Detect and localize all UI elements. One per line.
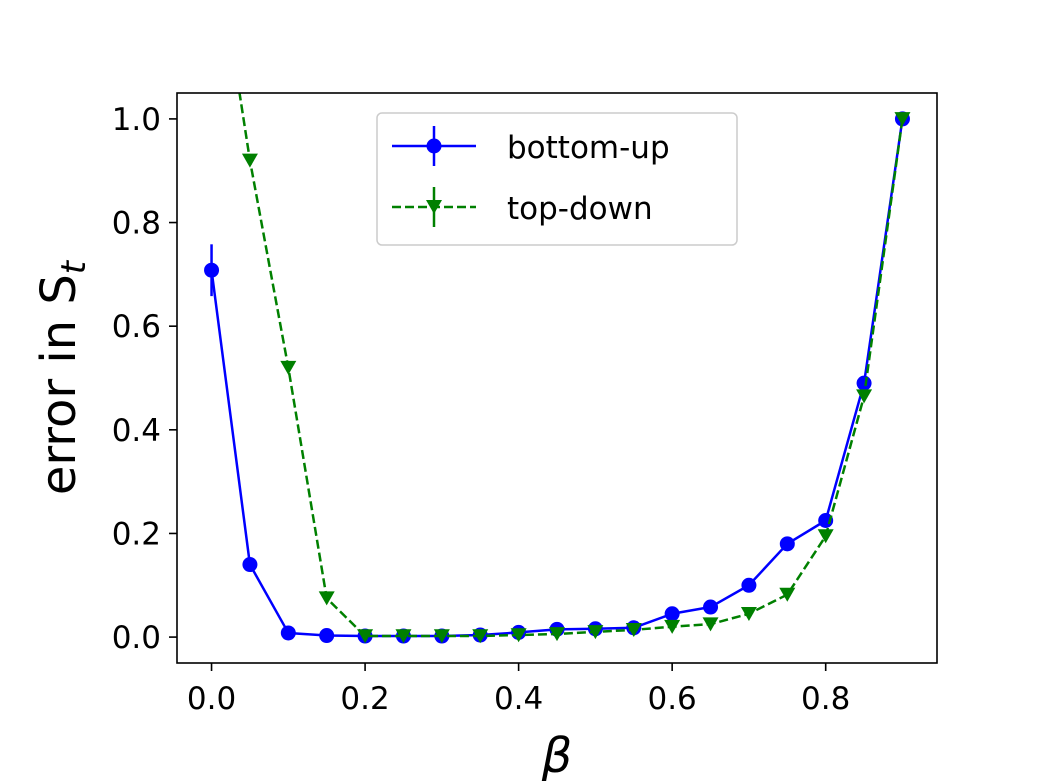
data-point-top-down: [280, 360, 297, 375]
y-axis-label: error in St: [31, 259, 94, 495]
x-ticks: 0.0 0.2 0.4 0.6 0.8: [187, 663, 850, 717]
data-point-bottom-up: [779, 536, 795, 552]
y-tick-label: 0.4: [112, 413, 161, 449]
data-point-top-down: [318, 591, 335, 606]
y-tick-label: 0.0: [112, 620, 161, 656]
data-point-bottom-up: [204, 262, 220, 278]
legend-label-bottom-up: bottom-up: [507, 130, 670, 166]
data-point-top-down: [357, 629, 374, 644]
x-tick-label: 0.6: [647, 681, 696, 717]
y-axis-label-subscript: t: [54, 259, 94, 274]
legend-entry-top-down: top-down: [392, 187, 653, 227]
x-tick-label: 0.0: [187, 681, 236, 717]
x-tick-label: 0.4: [494, 681, 543, 717]
y-ticks: 0.0 0.2 0.4 0.6 0.8 1.0: [112, 102, 177, 656]
legend-label-top-down: top-down: [507, 191, 653, 227]
data-point-top-down: [472, 629, 489, 644]
data-point-top-down: [549, 627, 565, 642]
y-tick-label: 0.2: [112, 516, 161, 552]
y-tick-label: 0.8: [112, 206, 161, 242]
y-tick-label: 1.0: [112, 102, 161, 138]
data-point-top-down: [625, 623, 642, 638]
data-point-bottom-up: [242, 557, 258, 573]
data-point-top-down: [241, 153, 258, 168]
data-point-top-down: [395, 629, 412, 644]
plot-frame: [176, 92, 938, 664]
data-point-top-down: [740, 606, 757, 621]
data-point-top-down: [702, 617, 719, 632]
data-point-top-down: [779, 587, 796, 602]
data-point-top-down: [894, 112, 911, 127]
legend-marker-bottom-up: [426, 138, 442, 154]
y-tick-label: 0.6: [112, 309, 161, 345]
data-point-top-down: [817, 529, 834, 544]
legend: bottom-up top-down: [376, 112, 738, 246]
data-point-bottom-up: [664, 606, 680, 622]
legend-entry-bottom-up: bottom-up: [392, 126, 670, 166]
data-point-bottom-up: [818, 513, 834, 528]
data-point-top-down: [587, 625, 604, 640]
data-point-bottom-up: [703, 599, 719, 615]
data-point-top-down: [664, 619, 681, 634]
x-axis-label: β: [541, 728, 573, 781]
y-axis-label-main: error in S: [31, 274, 87, 495]
legend-marker-top-down: [426, 200, 442, 214]
data-point-bottom-up: [319, 628, 335, 644]
x-tick-label: 0.8: [801, 681, 850, 717]
data-point-top-down: [510, 628, 527, 643]
series-line-top-down: [238, 93, 904, 638]
data-point-top-down: [433, 629, 450, 644]
data-point-bottom-up: [856, 375, 872, 391]
data-point-top-down: [856, 389, 873, 404]
x-tick-label: 0.2: [340, 681, 389, 717]
data-point-bottom-up: [280, 625, 296, 641]
series-layer: [204, 93, 911, 644]
data-point-bottom-up: [741, 577, 757, 593]
